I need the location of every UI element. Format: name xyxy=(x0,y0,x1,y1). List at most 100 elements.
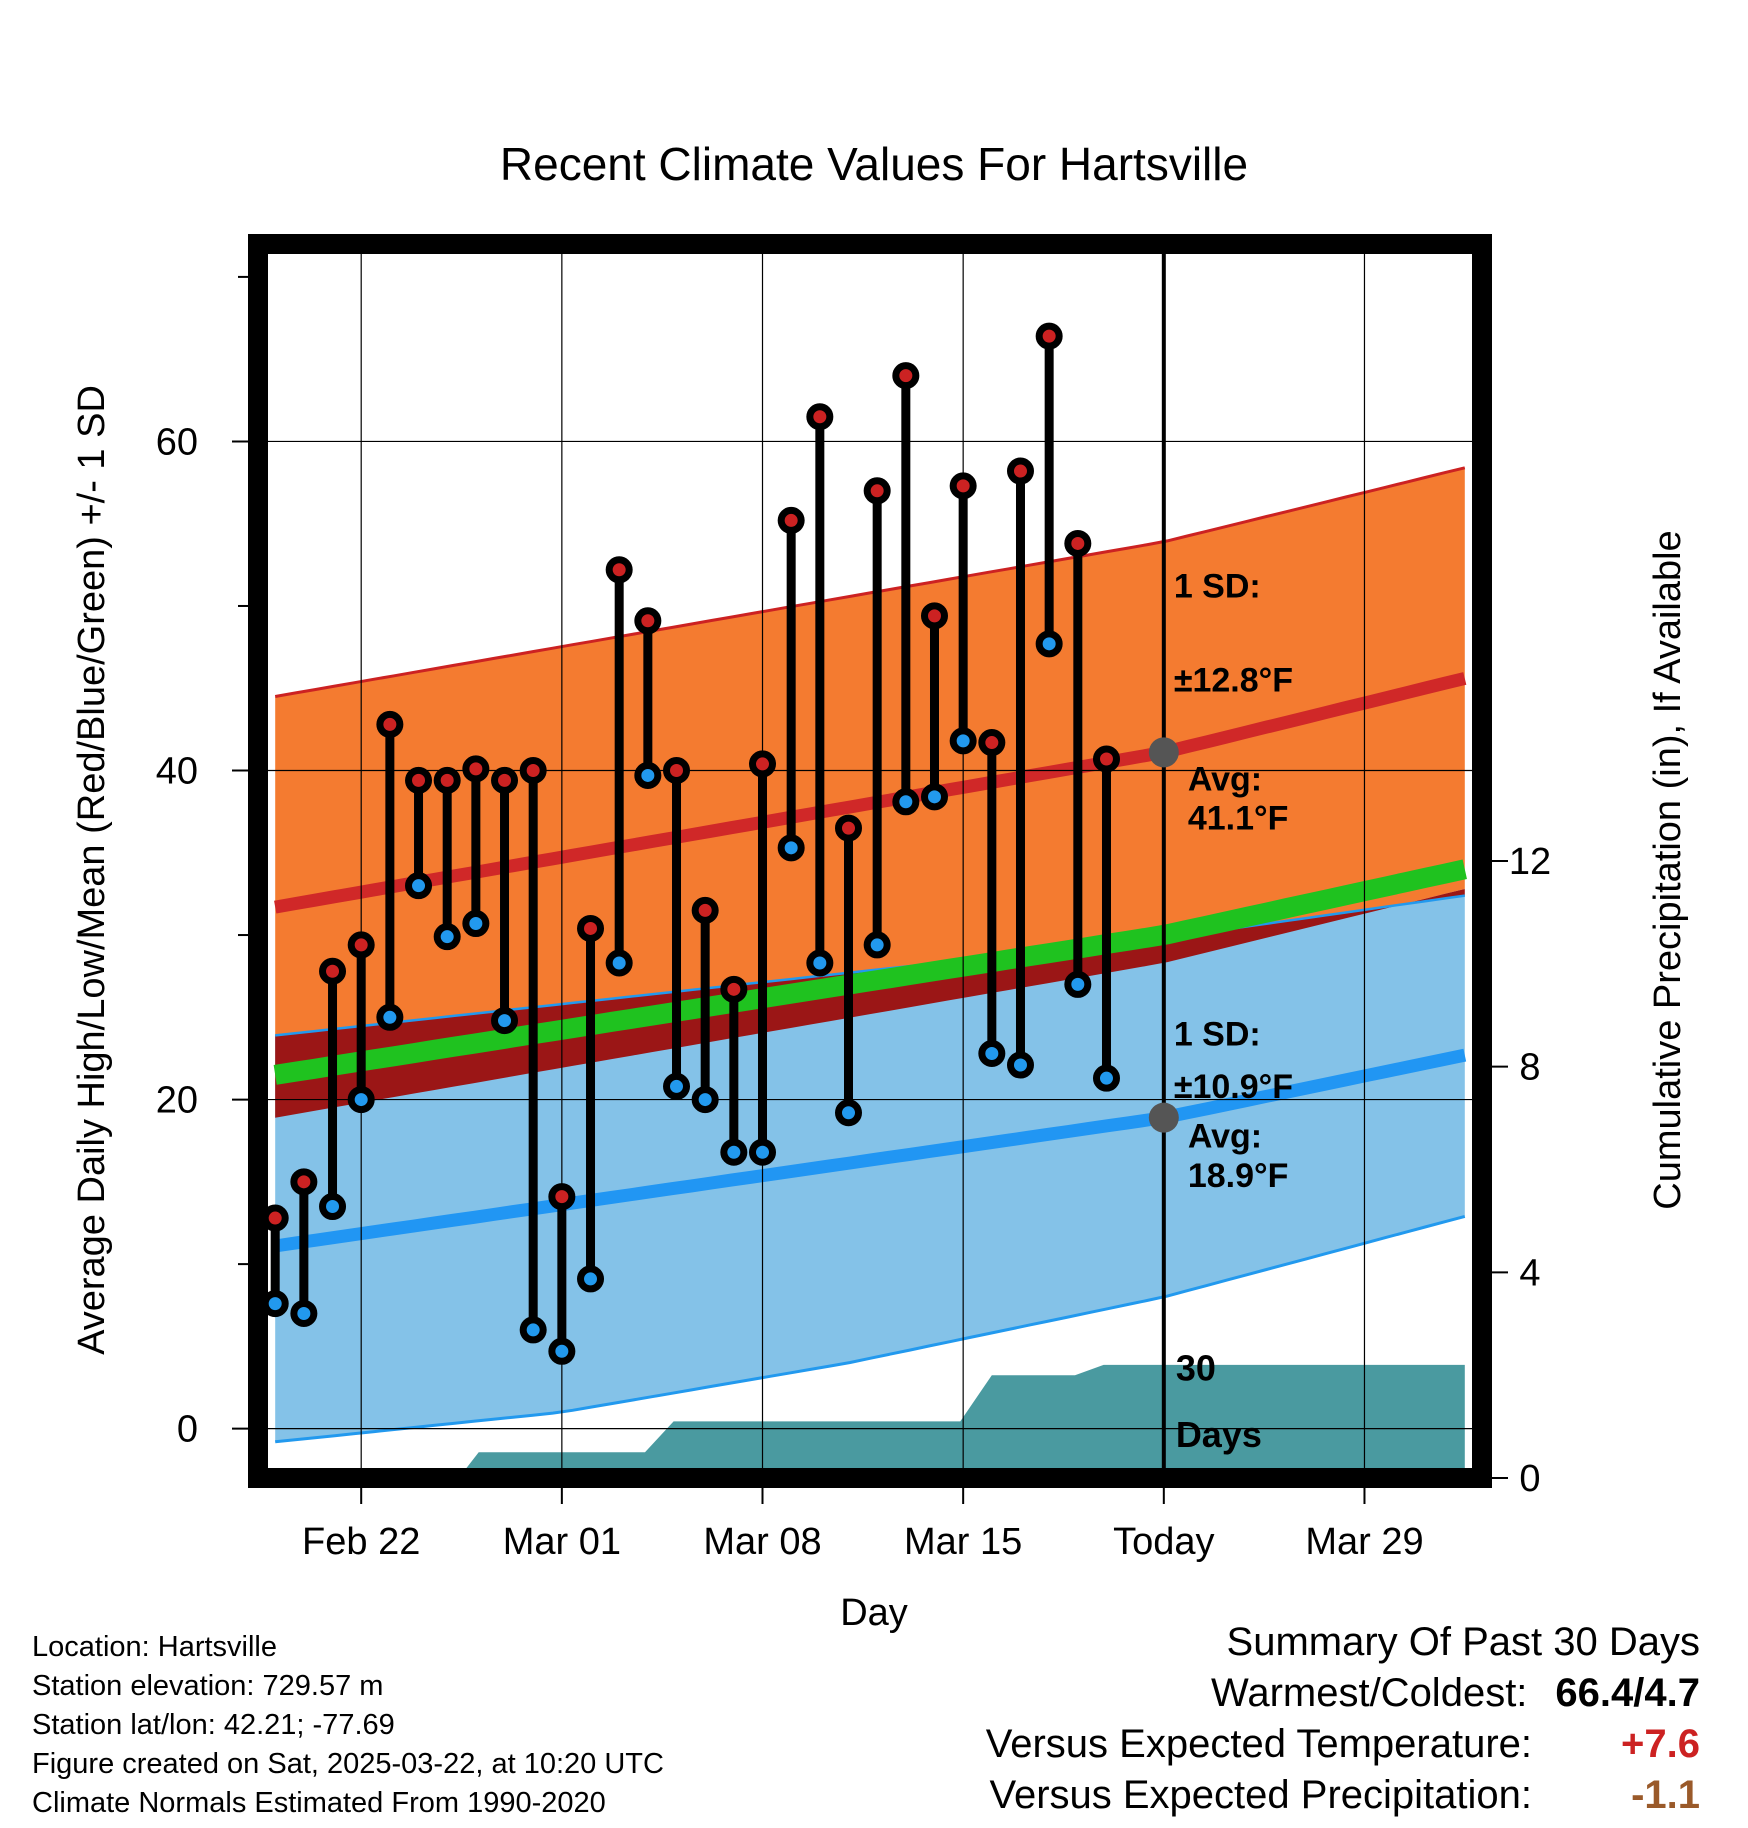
daily-low-point xyxy=(949,727,977,755)
daily-low-point xyxy=(261,1290,289,1318)
warmest-row: Warmest/Coldest: 66.4/4.7 xyxy=(986,1671,1700,1722)
daily-high-point xyxy=(577,914,605,942)
location-text: Location: Hartsville xyxy=(32,1631,277,1663)
warmest-value: 66.4/4.7 xyxy=(1555,1671,1700,1715)
daily-high-point xyxy=(835,814,863,842)
daily-low-point xyxy=(749,1138,777,1166)
daily-high-point xyxy=(663,757,691,785)
daily-high-point xyxy=(691,896,719,924)
daily-high-point xyxy=(319,957,347,985)
low-sd-lower-line xyxy=(275,1214,1466,1444)
low-avg-label: Avg: xyxy=(1188,1117,1262,1155)
x-tick-label: Mar 08 xyxy=(703,1521,821,1563)
daily-high-point xyxy=(376,710,404,738)
x-tick-label: Mar 15 xyxy=(904,1521,1022,1563)
x-tick-label: Feb 22 xyxy=(302,1521,420,1563)
daily-low-point xyxy=(433,923,461,951)
precip-label: Versus Expected Precipitation: xyxy=(989,1773,1532,1817)
mean-avg-line xyxy=(273,859,1467,1085)
daily-high-point xyxy=(405,766,433,794)
y-axis-label: Average Daily High/Low/Mean (Red/Blue/Gr… xyxy=(71,385,113,1355)
warmest-label: Warmest/Coldest: xyxy=(1211,1671,1528,1715)
daily-low-point xyxy=(491,1007,519,1035)
y2-tick-label: 0 xyxy=(1519,1458,1540,1500)
daily-low-point xyxy=(290,1299,318,1327)
daily-low-point xyxy=(462,910,490,938)
temp-label: Versus Expected Temperature: xyxy=(985,1722,1532,1766)
daily-low-point xyxy=(863,931,891,959)
daily-low-point xyxy=(319,1193,347,1221)
daily-high-point xyxy=(978,729,1006,757)
daily-low-point xyxy=(806,949,834,977)
y2-tick-label: 4 xyxy=(1519,1252,1540,1294)
daily-low-point xyxy=(978,1040,1006,1068)
daily-low-point xyxy=(605,949,633,977)
y-tick-label: 20 xyxy=(156,1080,198,1122)
temp-row: Versus Expected Temperature: +7.6 xyxy=(986,1722,1700,1773)
daily-high-point xyxy=(892,362,920,390)
daily-low-point xyxy=(835,1099,863,1127)
precip-row: Versus Expected Precipitation: -1.1 xyxy=(986,1773,1700,1824)
y2-axis-label: Cumulative Precipitation (in), If Availa… xyxy=(1647,530,1689,1209)
x-tick-label: Mar 29 xyxy=(1305,1521,1423,1563)
x-tick-label: Today xyxy=(1113,1521,1214,1563)
high-sd-value: ±12.8°F xyxy=(1174,662,1293,700)
daily-high-point xyxy=(548,1183,576,1211)
daily-high-point xyxy=(920,602,948,630)
daily-low-point xyxy=(920,783,948,811)
elevation-text: Station elevation: 729.57 m xyxy=(32,1670,384,1702)
daily-high-point xyxy=(806,403,834,431)
normals-text: Climate Normals Estimated From 1990-2020 xyxy=(32,1787,606,1819)
daily-low-point xyxy=(376,1003,404,1031)
daily-low-point xyxy=(1006,1051,1034,1079)
plot-frame xyxy=(248,234,1492,1488)
daily-high-point xyxy=(491,766,519,794)
high-sd-label: 1 SD: xyxy=(1174,568,1261,606)
summary-panel: Summary Of Past 30 Days Warmest/Coldest:… xyxy=(986,1620,1700,1824)
daily-high-point xyxy=(1006,457,1034,485)
precip-area xyxy=(458,1364,1465,1478)
low-avg-value: 18.9°F xyxy=(1188,1157,1289,1195)
y2-tick-label: 8 xyxy=(1519,1047,1540,1089)
daily-high-point xyxy=(1035,322,1063,350)
summary-title: Summary Of Past 30 Days xyxy=(1226,1620,1700,1664)
daily-low-point xyxy=(577,1265,605,1293)
daily-low-point xyxy=(663,1072,691,1100)
x-axis-label: Day xyxy=(840,1592,908,1634)
high-avg-value: 41.1°F xyxy=(1188,800,1289,838)
daily-high-point xyxy=(863,477,891,505)
y-tick-label: 40 xyxy=(156,751,198,793)
daily-high-point xyxy=(519,757,547,785)
daily-low-point xyxy=(777,834,805,862)
latlon-text: Station lat/lon: 42.21; -77.69 xyxy=(32,1709,395,1741)
low-sd-label: 1 SD: xyxy=(1174,1015,1261,1053)
chart-title: Recent Climate Values For Hartsville xyxy=(500,138,1248,190)
temp-value: +7.6 xyxy=(1621,1722,1700,1766)
high-avg-label: Avg: xyxy=(1188,760,1262,798)
daily-low-point xyxy=(347,1086,375,1114)
daily-high-point xyxy=(720,975,748,1003)
precip-value: -1.1 xyxy=(1631,1773,1700,1817)
daily-high-point xyxy=(433,766,461,794)
y-tick-label: 0 xyxy=(177,1409,198,1451)
daily-high-point xyxy=(949,472,977,500)
today-high-avg-marker xyxy=(1148,737,1179,768)
daily-low-point xyxy=(720,1138,748,1166)
today-low-avg-marker xyxy=(1148,1102,1179,1133)
daily-high-point xyxy=(749,750,777,778)
low-avg-line xyxy=(274,1048,1467,1253)
daily-high-point xyxy=(1092,745,1120,773)
daily-low-point xyxy=(548,1337,576,1365)
y-tick-label: 60 xyxy=(156,421,198,463)
daily-high-point xyxy=(777,506,805,534)
precip-label-days: Days xyxy=(1176,1414,1262,1455)
sd-overlap-band xyxy=(275,889,1465,1118)
y2-tick-label: 12 xyxy=(1509,841,1551,883)
daily-low-point xyxy=(405,872,433,900)
daily-high-point xyxy=(1064,529,1092,557)
daily-high-point xyxy=(290,1168,318,1196)
high-sd-upper-line xyxy=(274,466,1466,698)
